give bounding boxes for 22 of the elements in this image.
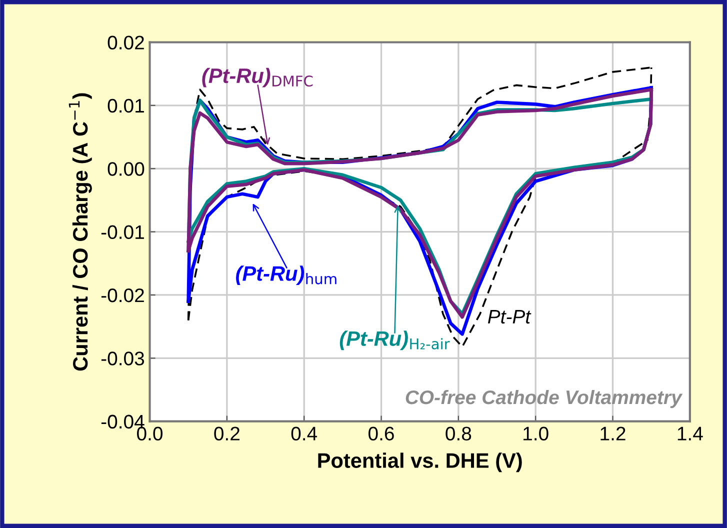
y-tick-label: -0.01 [101, 225, 144, 240]
series-label: (Pt-Ru)$_{DMFC}$ [202, 68, 313, 88]
y-tick-label: -0.02 [101, 288, 144, 302]
x-tick-label: 0.0 [137, 426, 163, 440]
text: (Pt-Ru)$_{H₂-air}$ [340, 330, 450, 350]
y-tick-label: 0.01 [108, 98, 144, 113]
x-axis-title: Potential vs. DHE (V) [318, 452, 522, 472]
x-tick-label: 0.6 [368, 426, 394, 440]
x-tick-label: 0.4 [291, 426, 318, 440]
y-tick-label: 0.00 [108, 162, 144, 176]
y-tick-label: 0.02 [108, 36, 144, 50]
x-tick-label: 0.2 [214, 426, 240, 440]
y-tick-label: -0.03 [101, 352, 144, 366]
x-tick-label: 1.2 [600, 426, 626, 440]
y-tick-label: -0.04 [101, 414, 144, 429]
x-tick-label: 1.0 [524, 426, 548, 440]
text: Pt-Pt [488, 310, 532, 324]
y-axis-title: Current / CO Charge (A C$^{−1}$) [68, 93, 92, 371]
x-tick-label: 0.8 [446, 426, 472, 440]
annotation: CO-free Cathode Voltammetry [406, 390, 683, 408]
text: (Pt-Ru)$_{hum}$ [236, 266, 336, 286]
x-tick-label: 1.4 [678, 426, 703, 440]
